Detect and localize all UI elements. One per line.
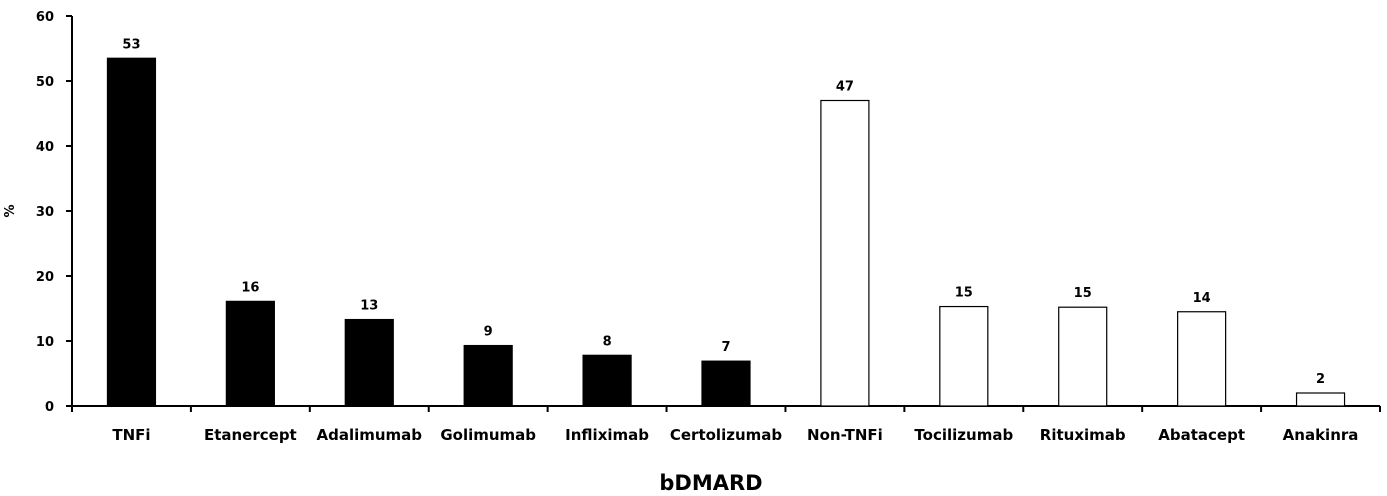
data-label: 9 [484,325,493,340]
bar-adalimumab [344,318,394,407]
bar-abatacept [1177,311,1227,407]
data-label: 53 [122,37,140,52]
category-label: Anakinra [1283,426,1359,444]
category-label: Rituximab [1040,426,1126,444]
category-labels: TNFi Etanercept Adalimumab Golimumab Inflixi… [112,426,1358,444]
category-label: Infliximab [565,426,649,444]
x-axis-title: bDMARD [659,471,762,495]
category-label: Non-TNFi [807,426,883,444]
category-label: Certolizumab [670,426,782,444]
y-tick-label: 40 [36,140,54,155]
data-label: 16 [241,280,259,295]
bar-infliximab [582,354,632,407]
category-label: Tocilizumab [914,426,1013,444]
data-label: 2 [1316,372,1325,387]
y-tick-label: 60 [36,10,54,25]
data-label: 15 [1074,286,1092,301]
category-label: Abatacept [1158,426,1245,444]
bars [106,57,1346,407]
data-label: 7 [721,340,730,355]
bar-non-tnfi [820,99,870,407]
category-label: Golimumab [440,426,536,444]
bar-tocilizumab [939,305,989,407]
y-axis: 0 10 20 30 40 50 60 [36,10,73,415]
y-tick-label: 0 [45,400,54,415]
y-tick-label: 30 [36,205,54,220]
x-axis [71,405,1381,412]
y-tick-label: 50 [36,75,54,90]
y-axis-title: % [3,204,18,217]
bar-etanercept [225,300,275,407]
bar-certolizumab [701,360,751,407]
data-label: 8 [603,334,612,349]
bar-rituximab [1058,306,1108,407]
bar-golimumab [463,344,513,407]
data-label: 47 [836,80,854,95]
category-label: Adalimumab [316,426,422,444]
y-tick-label: 20 [36,270,54,285]
bar-tnfi [106,57,157,407]
y-tick-label: 10 [36,335,54,350]
data-label: 14 [1193,291,1211,306]
data-labels: 53 16 13 9 8 7 47 15 15 14 2 [122,37,1325,387]
data-label: 13 [360,299,378,314]
category-label: TNFi [112,426,150,444]
category-label: Etanercept [204,426,297,444]
bar-anakinra [1295,392,1346,407]
data-label: 15 [955,286,973,301]
